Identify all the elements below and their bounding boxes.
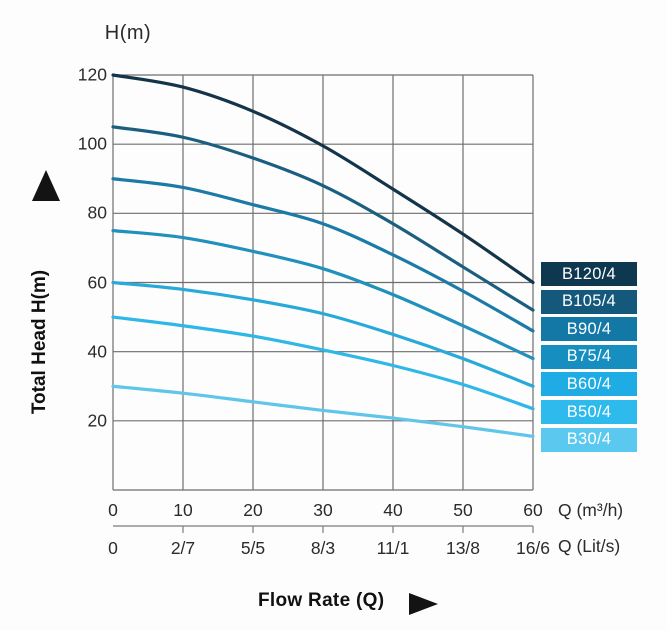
y-tick-label: 20 bbox=[87, 410, 107, 431]
curve-b90-4 bbox=[111, 177, 535, 333]
x-tick-label-lits: 13/8 bbox=[445, 538, 481, 558]
x-tick-label-m3h: 30 bbox=[313, 500, 333, 520]
curve-b120-4 bbox=[111, 73, 535, 285]
x-tick-label-m3h: 20 bbox=[243, 500, 263, 520]
legend-badge-b50-4: B50/4 bbox=[541, 400, 637, 424]
legend-badge-b30-4: B30/4 bbox=[541, 427, 637, 452]
legend-badge-b60-4: B60/4 bbox=[541, 372, 637, 397]
curve-b50-4 bbox=[111, 315, 535, 411]
x-tick-label-lits: 11/1 bbox=[376, 538, 410, 558]
legend-badge-b75-4: B75/4 bbox=[541, 344, 637, 369]
x-tick-label-lits: 5/5 bbox=[240, 538, 266, 558]
x-unit-secondary-label: Q (Lit/s) bbox=[558, 536, 621, 556]
flow-rate-arrow-icon bbox=[409, 593, 438, 615]
curve-b60-4 bbox=[111, 280, 535, 388]
x-unit-primary-label: Q (m³/h) bbox=[558, 500, 624, 520]
curve-b75-4 bbox=[111, 229, 535, 361]
x-axis-label: Flow Rate (Q) bbox=[258, 590, 385, 611]
chart-title: H(m) bbox=[104, 22, 152, 44]
x-tick-label-m3h: 40 bbox=[383, 500, 403, 520]
curve-b30-4 bbox=[111, 384, 535, 438]
legend-badge-b120-4: B120/4 bbox=[541, 262, 637, 286]
y-tick-label: 120 bbox=[77, 64, 107, 85]
x-tick-label-m3h: 50 bbox=[453, 500, 473, 520]
y-tick-label: 60 bbox=[87, 272, 107, 292]
y-tick-label: 100 bbox=[77, 133, 107, 154]
x-tick-label-m3h: 10 bbox=[173, 500, 193, 520]
x-tick-label-lits: 8/3 bbox=[310, 538, 336, 558]
x-tick-label-lits: 0 bbox=[108, 538, 118, 558]
x-tick-label-m3h: 0 bbox=[108, 500, 118, 520]
legend-badge-b105-4: B105/4 bbox=[541, 289, 637, 314]
up-arrow-icon bbox=[32, 170, 60, 201]
y-tick-label: 80 bbox=[87, 202, 107, 223]
curve-b105-4 bbox=[111, 125, 535, 312]
legend-badge-b90-4: B90/4 bbox=[541, 317, 637, 342]
x-tick-label-m3h: 60 bbox=[523, 500, 543, 520]
y-tick-label: 40 bbox=[87, 341, 107, 362]
x-tick-label-lits: 2/7 bbox=[170, 538, 196, 558]
x-tick-label-lits: 16/6 bbox=[515, 538, 551, 558]
